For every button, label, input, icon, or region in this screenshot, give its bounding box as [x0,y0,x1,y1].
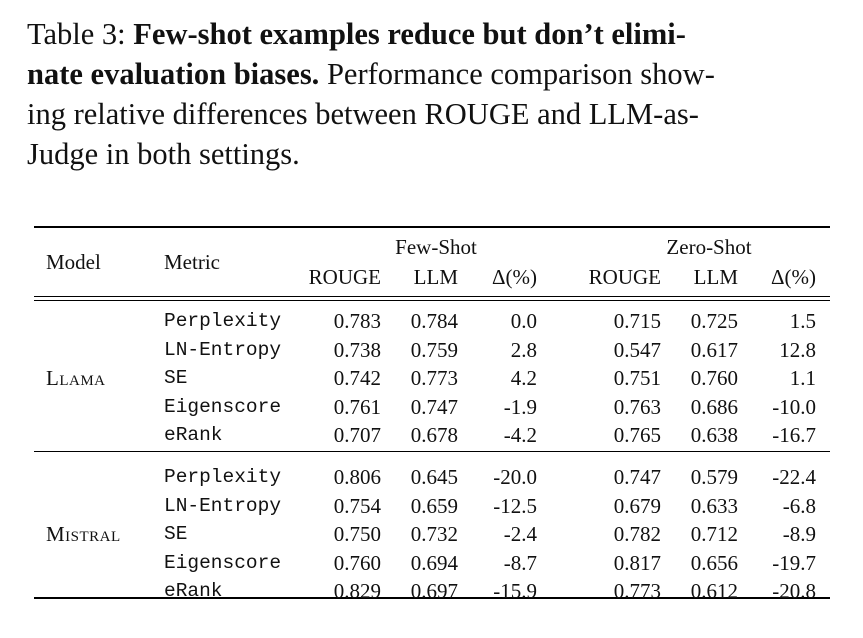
value-cell: -22.4 [772,465,816,489]
value-cell: -8.7 [503,550,537,575]
value-cell: 0.725 [690,309,738,333]
value-cell: 0.747 [613,465,661,489]
value-cell: 0.686 [690,394,738,419]
top-rule [34,226,830,228]
subheader-0: ROUGE [308,265,381,289]
caption-line-2: nate evaluation biases. Performance comp… [27,54,837,94]
value-cell: 0.773 [410,366,458,391]
metric-name: LN-Entropy [164,494,282,517]
bottom-rule [34,597,830,599]
header-metric: Metric [164,250,220,274]
value-cell: 0.679 [613,493,661,518]
metric-name: Perplexity [164,466,282,488]
value-cell: 0.697 [410,579,458,604]
value-cell: 0.633 [690,493,738,518]
metric-name: eRank [164,580,223,603]
value-cell: 0.707 [333,423,381,448]
value-cell: -20.0 [493,465,537,489]
metric-name: eRank [164,424,223,447]
header-rule-1 [34,296,830,297]
metric-name: LN-Entropy [164,338,282,361]
value-cell: -12.5 [493,493,537,518]
value-cell: -4.2 [503,423,537,448]
caption-line-1: Table 3: Few-shot examples reduce but do… [27,14,837,54]
subheader-4: LLM [693,265,738,289]
value-cell: -19.7 [772,550,816,575]
value-cell: -1.9 [503,394,537,419]
value-cell: 0.761 [333,394,381,419]
value-cell: 0.773 [613,579,661,604]
value-cell: 0.747 [410,394,458,419]
value-cell: 0.694 [410,550,458,575]
model-label: Mistral [46,522,121,547]
metric-name: Perplexity [164,310,282,332]
value-cell: 0.617 [690,337,738,362]
metric-name: Eigenscore [164,551,282,574]
value-cell: 0.817 [613,550,661,575]
value-cell: 0.678 [410,423,458,448]
value-cell: 0.0 [510,309,537,333]
value-cell: 0.760 [333,550,381,575]
value-cell: 2.8 [510,337,537,362]
value-cell: 0.659 [410,493,458,518]
subheader-3: ROUGE [588,265,661,289]
value-cell: 0.806 [333,465,381,489]
value-cell: 0.782 [613,522,661,547]
value-cell: -8.9 [782,522,816,547]
value-cell: 0.754 [333,493,381,518]
header-few-shot: Few-Shot [395,235,477,259]
value-cell: 0.742 [333,366,381,391]
value-cell: -15.9 [493,579,537,604]
value-cell: 0.579 [690,465,738,489]
value-cell: 0.715 [613,309,661,333]
value-cell: 0.751 [613,366,661,391]
table-caption: Table 3: Few-shot examples reduce but do… [27,14,837,174]
value-cell: 0.760 [690,366,738,391]
value-cell: 0.547 [613,337,661,362]
value-cell: -10.0 [772,394,816,419]
value-cell: 0.638 [690,423,738,448]
caption-bold-line-2: nate evaluation biases. [27,57,320,91]
value-cell: 1.1 [789,366,816,391]
header-rule-2 [34,300,830,301]
value-cell: 0.750 [333,522,381,547]
caption-rest-line-2: Performance comparison show- [319,57,715,91]
group-separator-rule [34,451,830,452]
value-cell: 0.763 [613,394,661,419]
subheader-2: Δ(%) [492,265,537,289]
subheader-5: Δ(%) [771,265,816,289]
value-cell: 0.645 [410,465,458,489]
caption-line-3: ing relative differences between ROUGE a… [27,97,699,131]
value-cell: 12.8 [779,337,816,362]
header-zero-shot: Zero-Shot [666,235,752,259]
value-cell: 0.738 [333,337,381,362]
value-cell: 0.759 [410,337,458,362]
value-cell: 1.5 [789,309,816,333]
metric-name: SE [164,367,188,390]
model-label: Llama [46,366,106,391]
value-cell: 0.612 [690,579,738,604]
subheader-1: LLM [413,265,458,289]
value-cell: 0.656 [690,550,738,575]
metric-name: Eigenscore [164,395,282,418]
metric-name: SE [164,523,188,546]
value-cell: -2.4 [503,522,537,547]
header-model: Model [46,250,101,274]
value-cell: -16.7 [772,423,816,448]
value-cell: 0.829 [333,579,381,604]
value-cell: 0.783 [333,309,381,333]
value-cell: 0.784 [410,309,458,333]
value-cell: 0.712 [690,522,738,547]
value-cell: 4.2 [510,366,537,391]
caption-prefix: Table 3: [27,17,134,51]
caption-bold-line-1: Few-shot examples reduce but don’t elimi… [133,17,686,51]
caption-line-4: Judge in both settings. [27,137,300,171]
value-cell: 0.732 [410,522,458,547]
value-cell: -6.8 [782,493,816,518]
value-cell: -20.8 [772,579,816,604]
value-cell: 0.765 [613,423,661,448]
